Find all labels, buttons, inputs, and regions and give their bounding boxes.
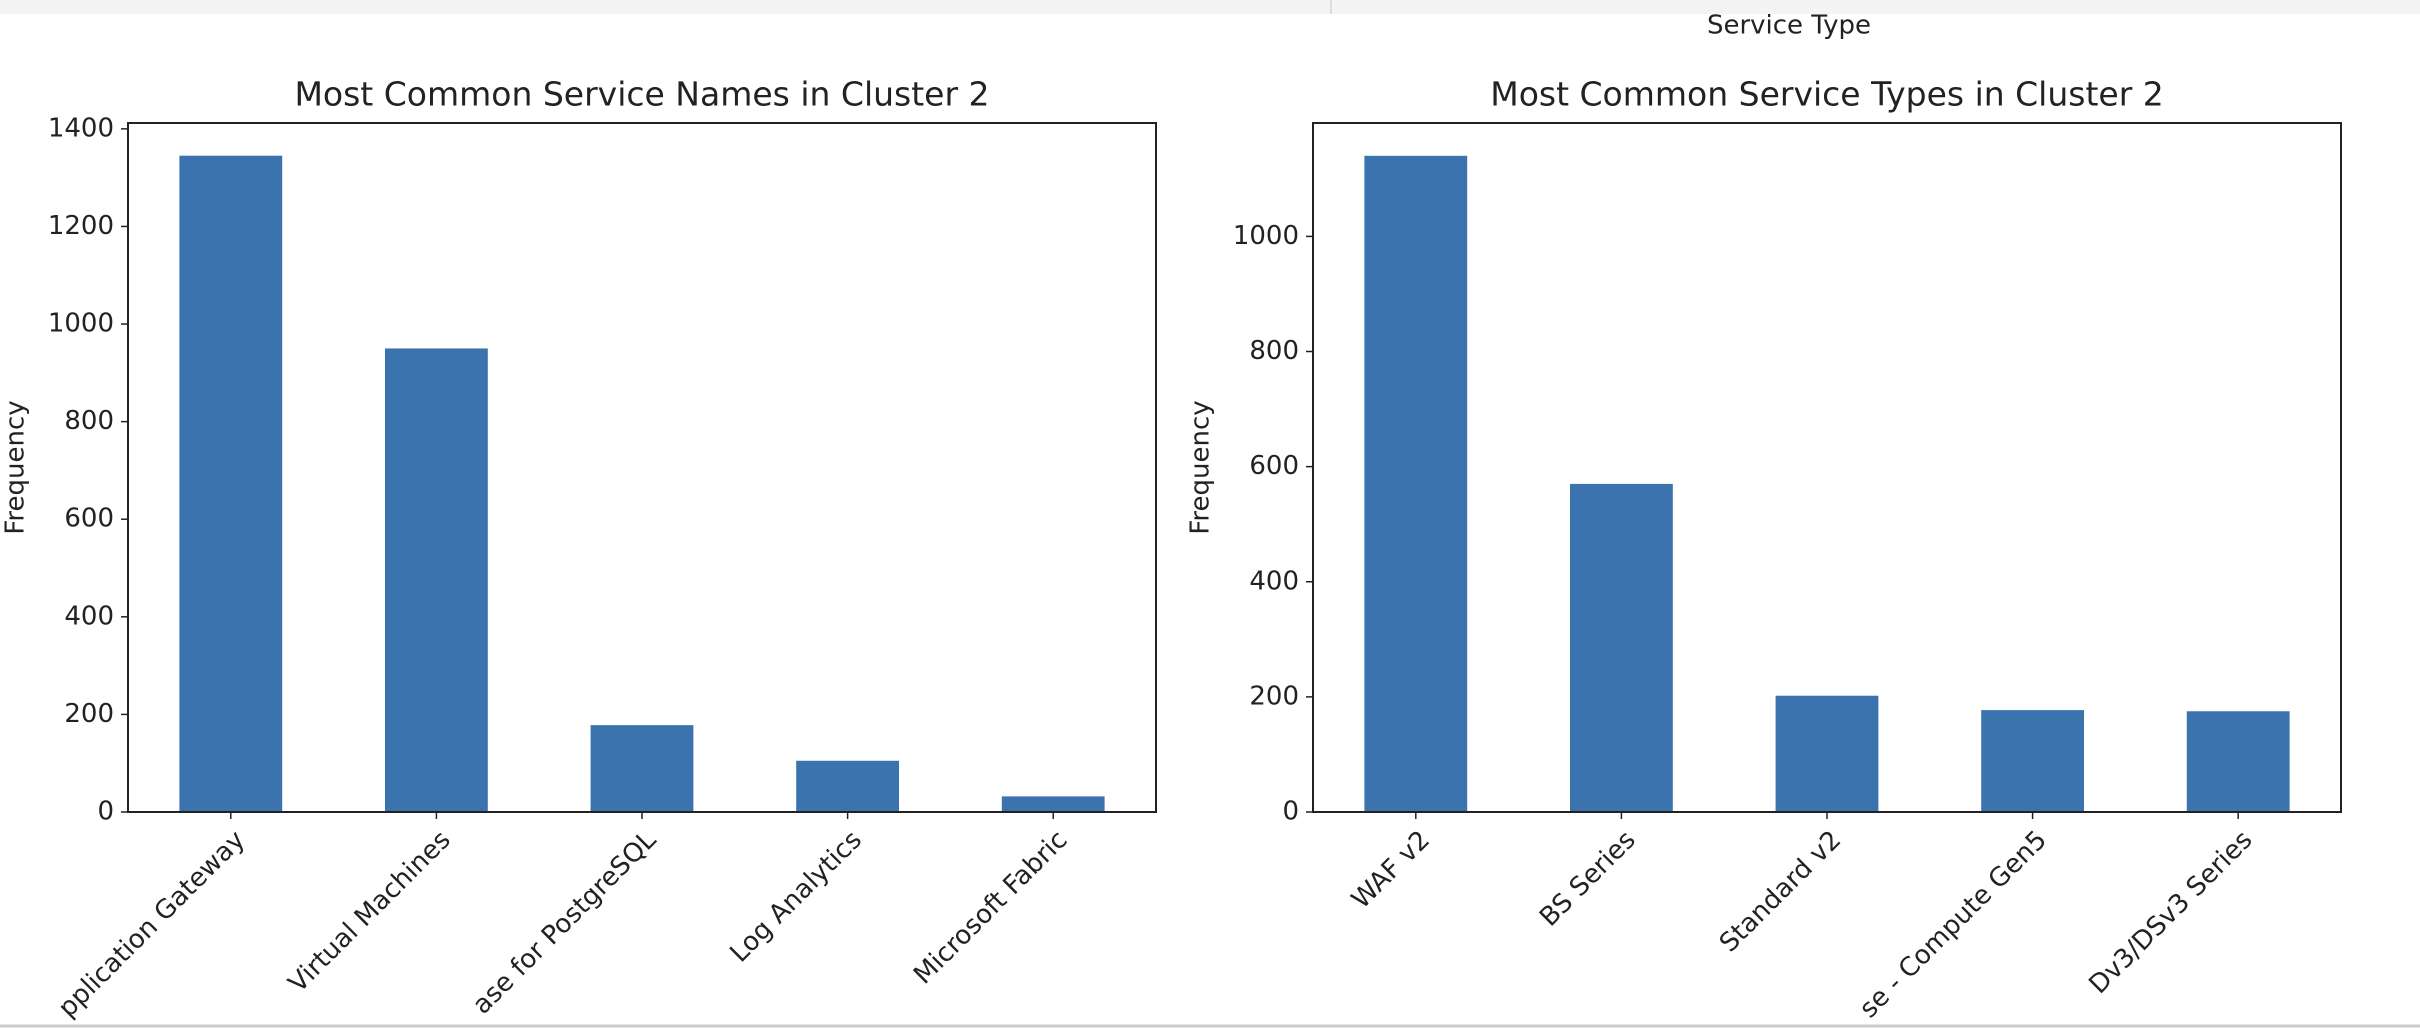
x-tick-label: pplication Gateway (53, 825, 251, 1023)
bar (385, 348, 488, 812)
x-tick-label: WAF v2 (1346, 825, 1436, 915)
y-tick-label: 600 (64, 504, 114, 534)
x-tick-label: BS Series (1534, 825, 1642, 933)
axes-frame (127, 122, 1157, 813)
y-tick-label: 0 (97, 797, 114, 827)
x-tick-label: ase for PostgreSQL (467, 825, 663, 1021)
y-tick-label: 1200 (48, 211, 114, 241)
y-tick-label: 1000 (48, 309, 114, 339)
y-axis-label: Frequency (1186, 400, 1216, 534)
y-tick-label: 600 (1249, 451, 1299, 481)
chart-title: Most Common Service Types in Cluster 2 (1490, 75, 2164, 114)
bar (2186, 711, 2290, 812)
top-strip (0, 0, 2420, 14)
bar (796, 760, 899, 812)
x-tick-labels: WAF v2 BS Series Standard v2 se - Compute G… (1346, 825, 2258, 1024)
cut-label: Service Type (1707, 11, 1871, 41)
y-tick-label: 400 (64, 601, 114, 631)
y-tick-label: 200 (1249, 681, 1299, 711)
bar (1981, 710, 2084, 812)
y-tick-label: 0 (1282, 797, 1299, 827)
chart-title: Most Common Service Names in Cluster 2 (294, 75, 989, 114)
y-tick-label: 200 (64, 699, 114, 729)
bar (590, 725, 694, 812)
y-tick-label: 1400 (48, 113, 114, 143)
bar (1775, 695, 1879, 812)
x-tick-label: Dv3/DSv3 Series (2084, 825, 2259, 1000)
y-tick-label: 400 (1249, 566, 1299, 596)
x-tick-label: Microsoft Fabric (908, 825, 1073, 990)
x-tick-label: Virtual Machines (283, 825, 457, 999)
bar (1570, 483, 1673, 812)
axes-frame (1312, 122, 2342, 813)
x-tick-label: Log Analytics (724, 825, 867, 968)
x-tick-labels: pplication Gateway Virtual Machines ase fo… (53, 825, 1074, 1024)
y-tick-label: 800 (1249, 336, 1299, 366)
y-axis-label: Frequency (1, 400, 31, 534)
x-tick-label: Standard v2 (1714, 825, 1847, 958)
x-tick-label: se - Compute Gen5 (1854, 825, 2053, 1024)
y-tick-label: 800 (64, 406, 114, 436)
bar (1001, 796, 1105, 812)
bar (1364, 155, 1468, 813)
y-tick-label: 1000 (1233, 221, 1299, 251)
bar (179, 155, 283, 812)
